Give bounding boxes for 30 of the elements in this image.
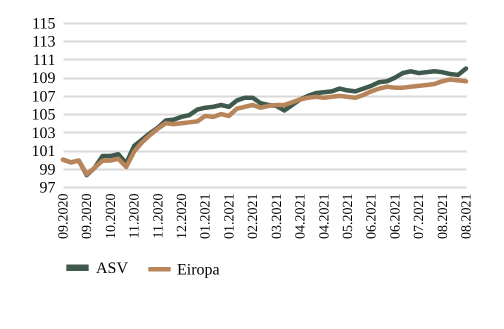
- legend-label: ASV: [96, 260, 128, 277]
- x-tick-label: 04.2021: [317, 194, 332, 239]
- x-tick-label: 10.2020: [104, 194, 119, 239]
- y-tick-label: 115: [32, 16, 56, 32]
- y-tick-label: 101: [32, 143, 56, 160]
- x-tick-label: 09.2020: [80, 194, 96, 239]
- y-tick-label: 107: [32, 88, 56, 106]
- x-tick-label: 06.2021: [388, 194, 404, 239]
- x-tick-label: 08.2021: [460, 194, 474, 239]
- y-tick-label: 113: [32, 34, 56, 51]
- x-tick-label: 01.2021: [222, 194, 238, 239]
- x-tick-label: 04.2021: [294, 194, 309, 239]
- x-tick-label: 09.2020: [56, 194, 72, 239]
- x-tick-label: 05.2021: [340, 194, 356, 239]
- x-tick-label: 11.2020: [151, 194, 166, 238]
- y-tick-label: 103: [32, 124, 56, 142]
- y-tick-label: 111: [32, 52, 56, 69]
- x-tick-label: 07.2021: [412, 194, 428, 239]
- y-tick-label: 97: [40, 180, 56, 196]
- y-tick-label: 105: [32, 106, 56, 124]
- x-tick-label: 12.2020: [175, 194, 190, 239]
- y-tick-label: 109: [32, 70, 56, 88]
- x-tick-label: 06.2021: [364, 194, 380, 239]
- x-tick-label: 03.2021: [270, 194, 285, 239]
- x-tick-label: 08.2021: [436, 194, 451, 239]
- legend-label: Eiropa: [177, 261, 220, 278]
- x-tick-label: 11.2020: [128, 194, 143, 238]
- y-tick-label: 99: [40, 161, 56, 178]
- x-tick-label: 02.2021: [246, 194, 262, 239]
- x-tick-label: 01.2021: [198, 194, 214, 239]
